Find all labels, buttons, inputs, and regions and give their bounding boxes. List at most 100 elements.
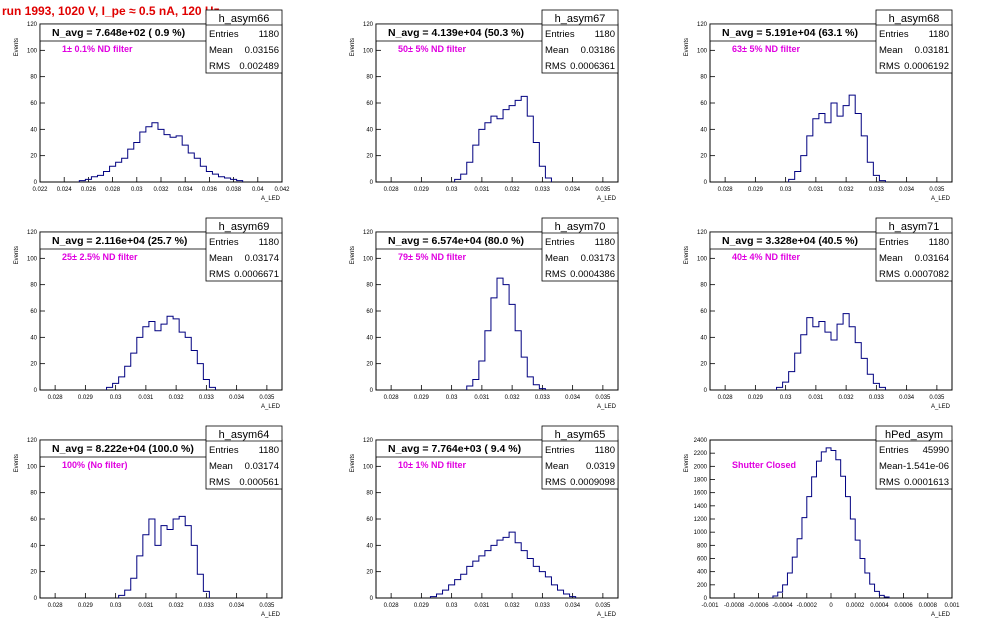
histogram-bin [170,137,176,182]
histogram-name: h_asym70 [555,221,606,233]
histogram-bin [182,145,188,182]
histogram-title: N_avg = 8.222e+04 (100.0 %) [52,443,194,455]
x-tick-label: 0.03 [446,395,458,401]
histogram-bin [164,135,170,182]
x-tick-label: 0.032 [839,187,855,193]
histogram-bin [467,162,473,182]
histogram-title: N_avg = 5.191e+04 (63.1 %) [722,27,858,39]
stats-box [541,9,619,74]
stats-value: 0.0007082 [904,269,949,280]
histogram-bin [125,366,131,390]
filter-annotation: 25± 2.5% ND filter [62,252,138,262]
histogram-bin [821,452,826,598]
y-tick-label: 0 [370,388,374,394]
histogram-bin [137,556,143,598]
stats-label: Mean [879,461,903,472]
x-tick-label: 0.0008 [919,603,938,609]
histogram-bin [521,96,527,182]
y-tick-label: 1200 [694,517,708,523]
histogram-bin [143,327,149,390]
histogram-bin [545,178,551,182]
histogram-pad: 0.028 0.029 0.03 0.031 0.032 0.033 0.034 0.035 0… [14,425,283,618]
stats-label: Mean [209,45,233,56]
histogram-title: N_avg = 2.116e+04 (25.7 %) [52,235,187,247]
y-tick-label: 80 [30,75,37,81]
histogram-pad: 0.028 0.029 0.03 0.031 0.032 0.033 0.034 0.035 0… [350,217,619,410]
y-tick-label: 20 [366,154,373,160]
x-tick-label: 0.028 [384,395,400,401]
histogram-bin [831,103,837,182]
x-tick-label: 0.029 [414,395,430,401]
stats-value: 0.03174 [245,253,279,264]
y-tick-label: 60 [30,101,37,107]
stats-box [205,425,283,490]
histogram-bin [158,129,164,182]
histogram-title: N_avg = 6.574e+04 (80.0 %) [388,235,524,247]
x-tick-label: 0.032 [169,395,185,401]
histogram-bin [197,364,203,390]
x-tick-label: 0.031 [474,187,490,193]
stats-label: Entries [879,445,909,456]
stats-value: 1180 [929,29,949,40]
histogram-bin [461,174,467,182]
histogram-bin [149,322,155,390]
histogram-bin [128,149,134,182]
x-tick-label: 0.035 [595,603,611,609]
y-tick-label: 0 [704,180,708,186]
x-tick-label: 0.03 [110,395,122,401]
y-tick-label: 80 [700,75,707,81]
y-tick-label: 2400 [694,438,708,444]
x-tick-label: 0.029 [78,603,94,609]
x-axis-title: A_LED [261,196,281,202]
x-tick-label: 0.033 [199,603,215,609]
histogram-bin [503,110,509,182]
x-tick-label: 0.036 [202,187,218,193]
y-tick-label: 20 [30,570,37,576]
histogram-bin [795,171,801,182]
stats-label: Entries [209,29,239,40]
histogram-bin [837,116,843,182]
histogram-bin [152,123,158,182]
histogram-bin [179,332,185,390]
y-tick-label: 2000 [694,464,708,470]
histogram-pad: -0.001 -0.0008 -0.0006 -0.0004 -0.0002 0 0.000… [684,425,960,618]
histogram-bin [778,592,783,598]
y-tick-label: 1800 [694,478,708,484]
histogram-bin [91,177,97,182]
stats-label: RMS [545,269,566,280]
stats-label: Mean [545,253,569,264]
y-tick-label: 0 [704,596,708,602]
x-tick-label: 0.028 [384,603,400,609]
y-tick-label: 40 [700,127,707,133]
x-tick-label: 0.033 [869,187,885,193]
histogram-bin [443,590,449,598]
y-tick-label: 200 [697,583,708,589]
y-axis-title: Events [14,454,20,472]
y-tick-label: 0 [34,596,38,602]
histogram-bin [503,537,509,598]
histogram-bin [161,526,167,598]
x-tick-label: 0.031 [138,603,154,609]
histogram-bin [846,497,851,598]
x-tick-label: 0.034 [565,187,581,193]
x-tick-label: 0.029 [78,395,94,401]
x-tick-label: 0.034 [565,395,581,401]
y-tick-label: 1400 [694,504,708,510]
histogram-outline [106,315,216,390]
stats-value: 1180 [929,237,949,248]
histogram-bin [503,285,509,390]
stats-label: RMS [209,61,230,72]
x-axis-title: A_LED [261,612,281,618]
histogram-bin [860,559,865,599]
histogram-bin [191,545,197,598]
histogram-bin [461,574,467,598]
histogram-bin [485,551,491,598]
y-tick-label: 120 [27,22,38,28]
histogram-bin [473,379,479,390]
histogram-bin [789,372,795,390]
histogram-bin [515,543,521,598]
histogram-bin [527,377,533,390]
histogram-bin [491,116,497,182]
histogram-bin [787,573,792,598]
histogram-bin [843,314,849,390]
